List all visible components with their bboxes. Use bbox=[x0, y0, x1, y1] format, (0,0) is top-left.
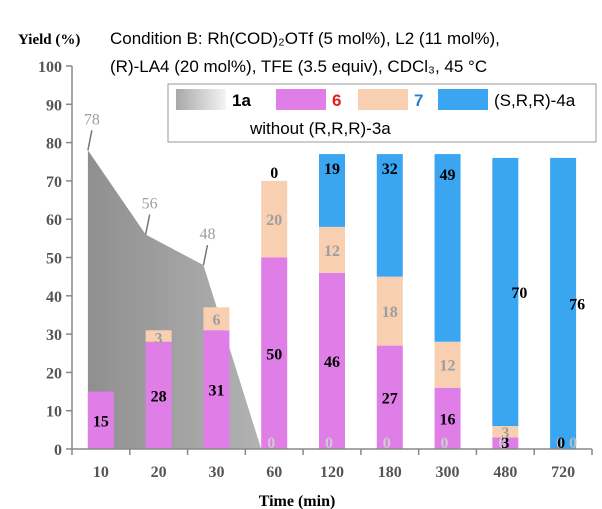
bar-value-label: 31 bbox=[208, 383, 224, 400]
legend: 1a 6 7 (S,R,R)-4a without (R,R,R)-3a bbox=[167, 83, 597, 143]
bar-value-label: 3 bbox=[501, 425, 509, 442]
bar-value-label: 12 bbox=[440, 358, 456, 375]
bar-segment bbox=[145, 341, 172, 449]
bar-value-label: 32 bbox=[382, 161, 398, 178]
bar-segment bbox=[434, 341, 461, 388]
area-zero-label: 0 bbox=[325, 435, 333, 452]
area-value-label: 56 bbox=[142, 196, 158, 213]
bar-value-label: 3 bbox=[501, 435, 509, 452]
legend-label-6: 6 bbox=[332, 91, 341, 110]
y-tick-label: 90 bbox=[46, 97, 62, 114]
x-tick-label: 20 bbox=[151, 464, 167, 481]
bar-value-label: 70 bbox=[511, 285, 527, 302]
area-label-leader bbox=[202, 245, 209, 266]
bar-segment bbox=[492, 426, 519, 438]
area-zero-label: 0 bbox=[556, 435, 564, 452]
legend-label-7: 7 bbox=[414, 91, 423, 110]
bar-segment bbox=[550, 157, 577, 450]
chart-title-line2: (R)-LA4 (20 mol%), TFE (3.5 equiv), CDCl… bbox=[110, 57, 487, 76]
bar-value-label: 76 bbox=[569, 296, 585, 313]
legend-label-1a: 1a bbox=[232, 91, 251, 110]
x-tick-label: 30 bbox=[208, 464, 224, 481]
x-tick-label: 120 bbox=[320, 464, 344, 481]
bar-value-label: 49 bbox=[440, 167, 456, 184]
bar-segment bbox=[319, 154, 345, 227]
area-label-leader bbox=[87, 130, 93, 151]
area-1a bbox=[87, 150, 551, 449]
x-axis-title: Time (min) bbox=[259, 493, 336, 509]
bar-segment bbox=[319, 272, 345, 449]
legend-swatch-4a bbox=[438, 89, 488, 110]
area-zero-label: 0 bbox=[441, 435, 449, 452]
y-tick-label: 50 bbox=[46, 251, 62, 268]
legend-swatch-7 bbox=[358, 89, 408, 110]
x-tick-label: 480 bbox=[493, 464, 517, 481]
bar-value-label: 50 bbox=[266, 346, 282, 363]
y-tick-label: 20 bbox=[46, 365, 62, 382]
bar-segment bbox=[261, 257, 288, 449]
bar-value-label: 27 bbox=[382, 390, 398, 407]
bar-segment bbox=[376, 345, 403, 449]
bar-value-label: 0 bbox=[557, 435, 565, 452]
bar-segment bbox=[434, 387, 461, 449]
bar-value-label: 16 bbox=[440, 411, 456, 428]
legend-note: without (R,R,R)-3a bbox=[249, 119, 391, 138]
area-zero-label: 0 bbox=[267, 435, 275, 452]
y-tick-label: 100 bbox=[38, 59, 62, 76]
bar-segment bbox=[434, 154, 461, 342]
bar-value-label: 20 bbox=[266, 212, 282, 229]
area-zero-label: 0 bbox=[498, 435, 506, 452]
bar-value-label: 19 bbox=[324, 161, 340, 178]
bar-value-label: 6 bbox=[212, 312, 220, 329]
bar-segment bbox=[261, 180, 288, 258]
bar-value-label: 18 bbox=[382, 304, 398, 321]
y-axis-title: Yield (%) bbox=[18, 32, 80, 48]
bar-value-label: 28 bbox=[151, 388, 167, 405]
area-label-leader bbox=[144, 214, 151, 235]
bar-value-label: 0 bbox=[569, 435, 577, 452]
chart-title-prefix: Condition B bbox=[110, 29, 198, 48]
bar-value-label: 46 bbox=[324, 354, 340, 371]
bar-segment bbox=[376, 154, 403, 277]
bar-segment bbox=[492, 157, 519, 427]
legend-label-4a: (S,R,R)-4a bbox=[494, 91, 576, 110]
x-tick-label: 10 bbox=[93, 464, 109, 481]
x-tick-label: 300 bbox=[436, 464, 460, 481]
x-tick-label: 180 bbox=[378, 464, 402, 481]
y-tick-label: 80 bbox=[46, 136, 62, 153]
bar-value-label: 12 bbox=[324, 243, 340, 260]
chart-title-line1: Condition B: Rh(COD)₂OTf (5 mol%), L2 (1… bbox=[110, 29, 500, 48]
y-tick-label: 30 bbox=[46, 327, 62, 344]
y-tick-label: 70 bbox=[46, 174, 62, 191]
bar-segment bbox=[376, 276, 403, 346]
bar-segment bbox=[203, 330, 230, 449]
x-tick-label: 60 bbox=[266, 464, 282, 481]
bar-segment bbox=[203, 307, 230, 331]
y-tick-label: 10 bbox=[46, 404, 62, 421]
area-value-label: 78 bbox=[84, 111, 100, 128]
legend-swatch-1a bbox=[176, 89, 226, 110]
legend-swatch-6 bbox=[276, 89, 326, 110]
y-tick-label: 60 bbox=[46, 212, 62, 229]
bar-value-label: 15 bbox=[93, 413, 109, 430]
bar-segment bbox=[319, 226, 345, 273]
area-value-label: 48 bbox=[199, 226, 215, 243]
bar-value-label: 3 bbox=[155, 330, 163, 347]
x-tick-label: 720 bbox=[551, 464, 575, 481]
y-tick-label: 40 bbox=[46, 289, 62, 306]
bar-segment bbox=[87, 391, 114, 449]
area-zero-label: 0 bbox=[383, 435, 391, 452]
bar-value-label: 0 bbox=[270, 165, 278, 182]
y-tick-label: 0 bbox=[54, 442, 62, 459]
chart-title-rest: : Rh(COD)₂OTf (5 mol%), L2 (11 mol%), bbox=[198, 29, 500, 48]
bar-segment bbox=[145, 330, 172, 342]
bar-segment bbox=[492, 437, 519, 449]
